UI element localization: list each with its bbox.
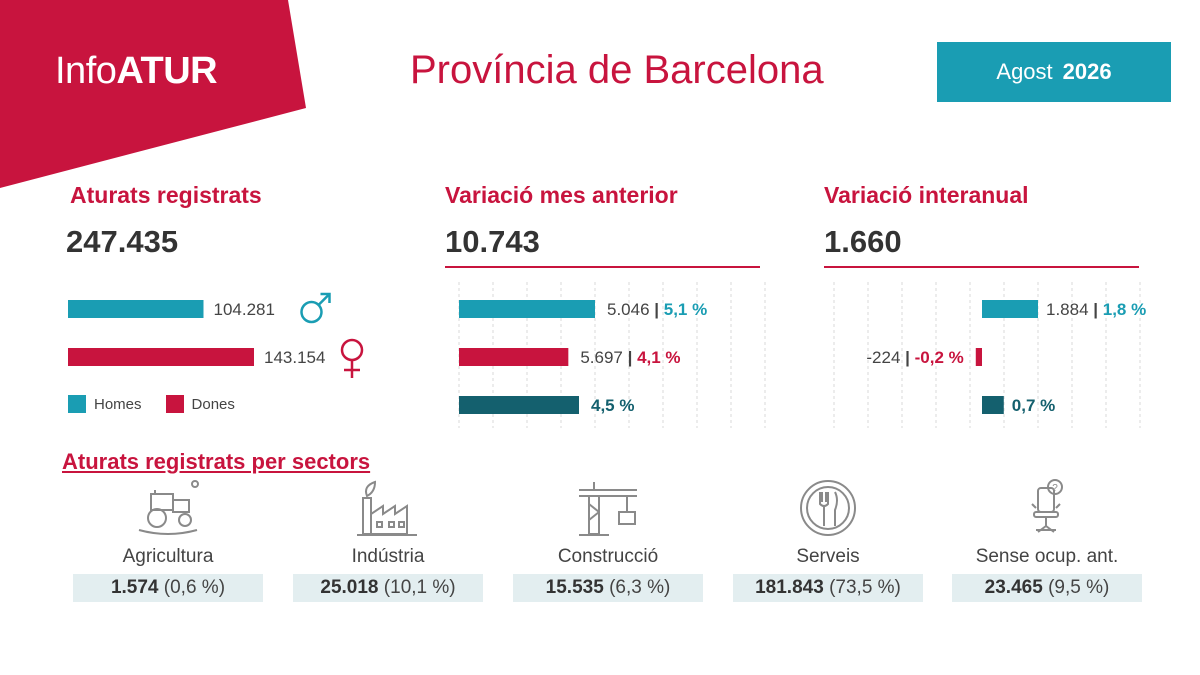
legend-label-homes: Homes — [94, 395, 142, 413]
sector-value-box: 181.843 (73,5 %) — [733, 574, 923, 602]
legend-item-dones: Dones — [165, 395, 235, 413]
office-chair-question-icon: ? — [1031, 479, 1063, 533]
sectors-title: Aturats registrats per sectors — [62, 449, 371, 474]
date-badge: Agost 2026 — [937, 42, 1171, 102]
bar-monthly-total — [459, 396, 579, 414]
chart-legend: Homes Dones — [68, 395, 235, 413]
bar-dones — [68, 348, 254, 366]
page-title: Província de Barcelona — [410, 48, 824, 92]
yearly-variation-chart: 1.884 | 1,8 % -224 | -0,2 % 0,7 % — [824, 282, 1169, 432]
female-symbol-icon — [340, 338, 364, 378]
male-symbol-head — [320, 292, 331, 303]
monthly-variation-chart: 5.046 | 5,1 % 5.697 | 4,1 % 4,5 % — [445, 282, 785, 432]
female-symbol-circle — [340, 338, 364, 362]
bar-label-monthly-homes: 5.046 | 5,1 % — [607, 300, 707, 319]
date-month: Agost — [996, 59, 1053, 84]
bar-yearly-dones — [975, 348, 982, 366]
logo: InfoATUR — [55, 50, 218, 93]
panel-underline-yearly — [824, 266, 1139, 268]
sector-value-box: 15.535 (6,3 %) — [513, 574, 703, 602]
panel-title-yearly: Variació interanual — [824, 182, 1029, 208]
sector-value: 181.843 — [755, 577, 824, 598]
sector-pct: (73,5 %) — [829, 577, 901, 598]
p3-bars-svg: 1.884 | 1,8 % -224 | -0,2 % 0,7 % — [833, 282, 1146, 428]
male-symbol-arrow — [317, 293, 331, 306]
sector-value-box: 23.465 (9,5 %) — [952, 574, 1142, 602]
sector-name: Serveis — [796, 546, 860, 567]
legend-item-homes: Homes — [68, 395, 142, 413]
sector-value: 25.018 — [320, 577, 379, 598]
sector-serveis: Serveis 181.843 (73,5 %) — [733, 478, 923, 602]
bar-monthly-homes — [459, 300, 595, 318]
sector-sense-ocupacio: ? Sense ocup. ant. 23.465 (9,5 %) — [952, 478, 1142, 602]
panel-value-yearly: 1.660 — [824, 224, 902, 259]
bar-yearly-total — [982, 396, 1004, 414]
bar-yearly-homes — [982, 300, 1038, 318]
p1-bars-svg: 104.281 143.154 — [68, 292, 364, 378]
bar-label-monthly-total: 4,5 % — [591, 396, 634, 415]
logo-bold: ATUR — [116, 50, 218, 92]
crane-icon — [579, 482, 637, 536]
sector-value-box: 1.574 (0,6 %) — [73, 574, 263, 602]
factory-icon — [357, 480, 417, 536]
sector-pct: (9,5 %) — [1048, 577, 1110, 598]
sector-value: 23.465 — [984, 577, 1043, 598]
panel-underline-monthly — [445, 266, 760, 268]
male-symbol-circle — [300, 300, 323, 324]
sector-industria: Indústria 25.018 (10,1 %) — [293, 478, 483, 602]
p2-bars-svg: 5.046 | 5,1 % 5.697 | 4,1 % 4,5 % — [458, 282, 766, 428]
bar-label-yearly-total: 0,7 % — [1012, 396, 1055, 415]
tractor-icon — [138, 480, 199, 535]
sector-pct: (10,1 %) — [383, 577, 456, 598]
bar-monthly-dones — [459, 348, 569, 366]
date-year: 2026 — [1062, 59, 1112, 84]
sector-value: 15.535 — [545, 577, 604, 598]
svg-text:?: ? — [1052, 483, 1058, 494]
bar-label-monthly-dones: 5.697 | 4,1 % — [580, 348, 680, 367]
legend-swatch-dones — [165, 395, 184, 413]
bar-homes — [68, 300, 204, 318]
panel-value-monthly: 10.743 — [445, 224, 540, 259]
sector-agricultura: Agricultura 1.574 (0,6 %) — [73, 478, 263, 602]
sector-construccio: Construcció 15.535 (6,3 %) — [513, 478, 703, 602]
legend-label-dones: Dones — [191, 395, 235, 413]
gender-bar-chart: 104.281 143.154 — [68, 280, 408, 390]
bar-label-homes: 104.281 — [213, 300, 274, 319]
panel-title-monthly: Variació mes anterior — [445, 182, 678, 208]
sector-name: Indústria — [351, 546, 425, 567]
sector-name: Sense ocup. ant. — [975, 546, 1119, 567]
panel-value-total: 247.435 — [66, 224, 179, 259]
sector-pct: (0,6 %) — [163, 577, 226, 598]
sector-name: Construcció — [557, 546, 659, 567]
bar-label-yearly-dones: -224 | -0,2 % — [866, 348, 963, 367]
logo-banner — [0, 0, 306, 188]
legend-swatch-homes — [68, 395, 86, 413]
panel-title-total: Aturats registrats — [70, 182, 262, 208]
male-symbol-icon — [300, 292, 331, 324]
sector-value-box: 25.018 (10,1 %) — [293, 574, 483, 602]
bar-label-dones: 143.154 — [264, 348, 325, 367]
sector-pct: (6,3 %) — [609, 577, 671, 598]
bar-label-yearly-homes: 1.884 | 1,8 % — [1046, 300, 1146, 319]
sector-value: 1.574 — [110, 577, 159, 598]
sector-name: Agricultura — [122, 546, 214, 567]
logo-light: Info — [55, 50, 117, 92]
plate-cutlery-icon — [800, 480, 856, 536]
